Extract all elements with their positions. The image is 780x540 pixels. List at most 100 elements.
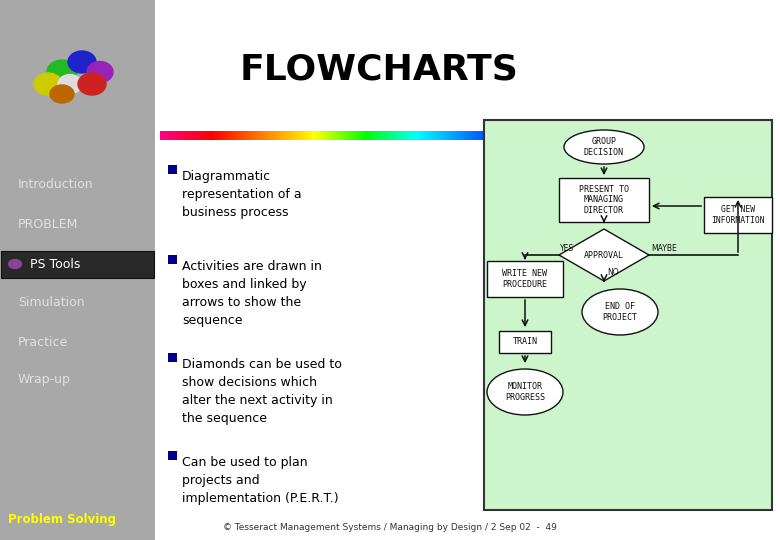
Bar — [168, 165, 177, 174]
Bar — [313, 131, 317, 140]
Ellipse shape — [58, 75, 82, 93]
Bar — [244, 131, 247, 140]
Text: Can be used to plan
projects and
implementation (P.E.R.T.): Can be used to plan projects and impleme… — [182, 456, 339, 505]
Bar — [304, 131, 307, 140]
Ellipse shape — [50, 85, 74, 103]
Text: END OF
PROJECT: END OF PROJECT — [602, 302, 637, 322]
Bar — [208, 131, 211, 140]
Bar — [274, 131, 278, 140]
Bar — [190, 131, 193, 140]
Bar — [481, 131, 484, 140]
Text: Activities are drawn in
boxes and linked by
arrows to show the
sequence: Activities are drawn in boxes and linked… — [182, 260, 322, 327]
Bar — [385, 131, 388, 140]
Text: Wrap-up: Wrap-up — [18, 374, 71, 387]
Bar — [349, 131, 353, 140]
Bar — [463, 131, 466, 140]
Ellipse shape — [47, 60, 77, 84]
Bar — [430, 131, 434, 140]
Ellipse shape — [87, 62, 113, 83]
Bar — [457, 131, 460, 140]
Bar — [517, 131, 520, 140]
Bar — [704, 197, 772, 233]
Bar — [493, 131, 497, 140]
Bar — [166, 131, 169, 140]
Text: FLOWCHARTS: FLOWCHARTS — [240, 53, 519, 87]
Bar — [403, 131, 406, 140]
Bar — [322, 131, 325, 140]
Bar — [295, 131, 299, 140]
Bar — [451, 131, 455, 140]
Bar — [448, 131, 452, 140]
Text: Diagrammatic
representation of a
business process: Diagrammatic representation of a busines… — [182, 170, 302, 219]
Bar — [286, 131, 289, 140]
Bar — [271, 131, 275, 140]
Bar — [382, 131, 385, 140]
Bar — [217, 131, 221, 140]
Ellipse shape — [9, 260, 22, 268]
Bar — [352, 131, 356, 140]
Bar — [301, 131, 304, 140]
Bar — [418, 131, 421, 140]
Bar — [343, 131, 346, 140]
Bar — [178, 131, 182, 140]
Bar — [340, 131, 343, 140]
Bar — [445, 131, 448, 140]
Bar — [379, 131, 382, 140]
Bar — [358, 131, 361, 140]
Bar — [376, 131, 380, 140]
Text: Introduction: Introduction — [18, 179, 94, 192]
Bar — [355, 131, 359, 140]
Bar — [168, 451, 177, 460]
Text: MAYBE: MAYBE — [651, 244, 677, 253]
Bar — [505, 131, 509, 140]
Bar — [364, 131, 367, 140]
Bar — [289, 131, 292, 140]
Bar — [223, 131, 226, 140]
Bar — [202, 131, 205, 140]
Bar — [163, 131, 166, 140]
Bar — [307, 131, 310, 140]
Ellipse shape — [78, 73, 106, 95]
Ellipse shape — [564, 130, 644, 164]
Bar — [262, 131, 265, 140]
Bar — [511, 131, 515, 140]
Bar — [466, 131, 470, 140]
Bar — [469, 131, 473, 140]
Bar — [499, 331, 551, 353]
Bar — [193, 131, 197, 140]
Bar — [484, 131, 488, 140]
Bar — [460, 131, 463, 140]
Text: PRESENT TO
MANAGING
DIRECTOR: PRESENT TO MANAGING DIRECTOR — [579, 185, 629, 215]
Bar — [168, 353, 177, 362]
Bar — [508, 131, 512, 140]
Bar — [406, 131, 410, 140]
Bar — [229, 131, 232, 140]
Bar — [310, 131, 314, 140]
Text: WRITE NEW
PROCEDURE: WRITE NEW PROCEDURE — [502, 269, 548, 289]
Bar — [220, 131, 224, 140]
Bar — [454, 131, 458, 140]
Bar — [421, 131, 424, 140]
Bar — [241, 131, 244, 140]
Text: GET NEW
INFORMATION: GET NEW INFORMATION — [711, 205, 765, 225]
Bar — [370, 131, 374, 140]
Bar — [238, 131, 242, 140]
Text: Simulation: Simulation — [18, 296, 84, 309]
Bar — [325, 131, 328, 140]
Bar — [400, 131, 403, 140]
Ellipse shape — [582, 289, 658, 335]
Bar — [331, 131, 335, 140]
Bar — [1, 251, 154, 278]
Text: GROUP
DECISION: GROUP DECISION — [584, 137, 624, 157]
Bar — [412, 131, 416, 140]
Bar — [232, 131, 236, 140]
Bar — [472, 131, 476, 140]
Bar — [226, 131, 229, 140]
Bar — [427, 131, 431, 140]
Bar — [388, 131, 392, 140]
Bar — [442, 131, 445, 140]
Bar — [394, 131, 398, 140]
Bar — [337, 131, 341, 140]
Bar — [184, 131, 187, 140]
Text: © Tesseract Management Systems / Managing by Design / 2 Sep 02  -  49: © Tesseract Management Systems / Managin… — [223, 523, 557, 532]
